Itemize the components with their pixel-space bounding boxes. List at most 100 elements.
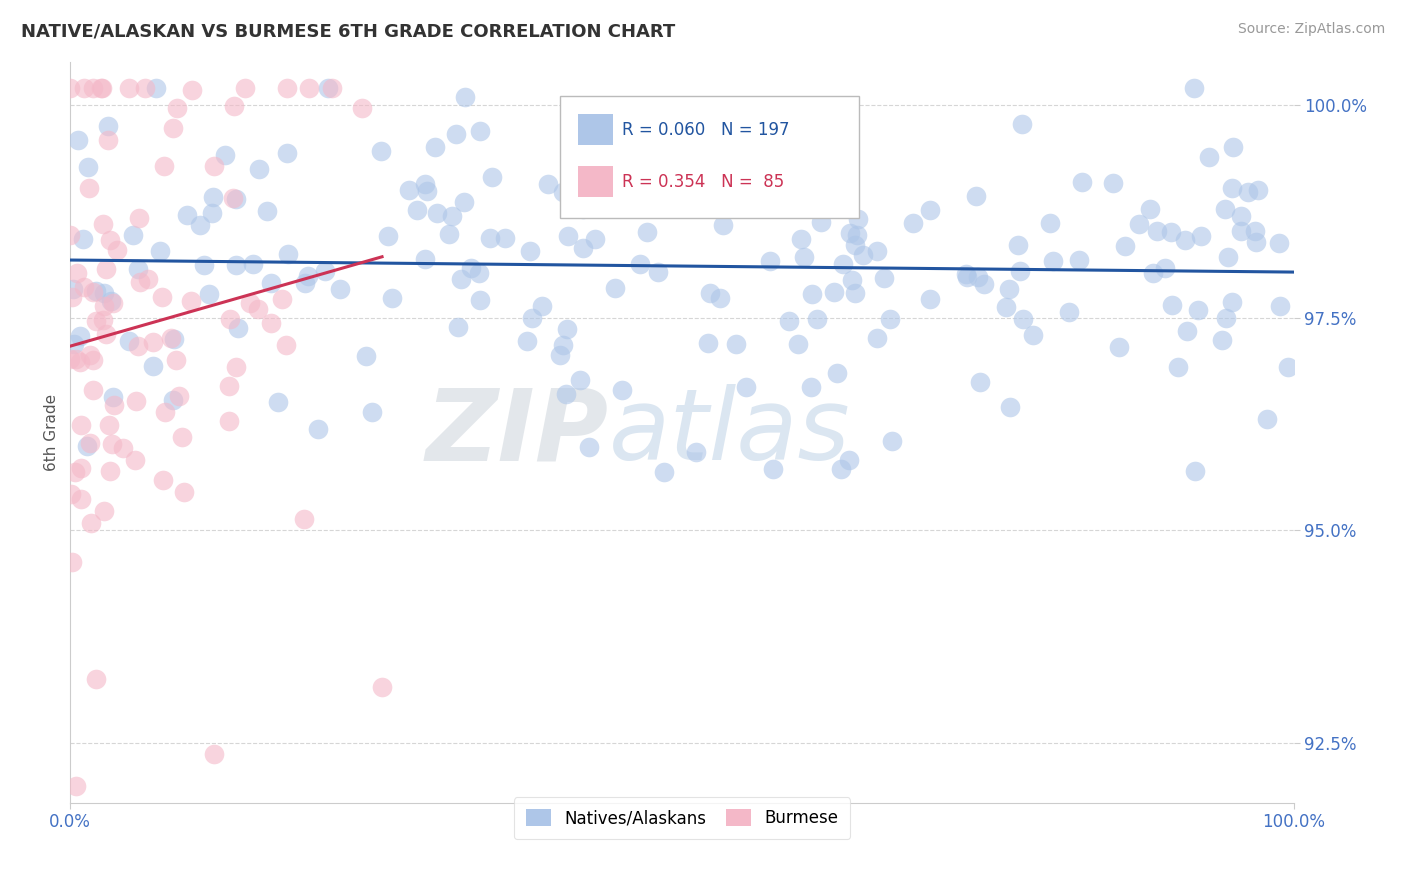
- Point: [778, 314, 800, 328]
- Point: [100, 293, 122, 308]
- Point: [80, 516, 103, 530]
- FancyBboxPatch shape: [578, 114, 613, 145]
- Point: [1108, 340, 1130, 354]
- Point: [454, 90, 477, 104]
- Point: [1230, 224, 1253, 238]
- Point: [70, 492, 93, 507]
- Point: [537, 177, 560, 191]
- Point: [242, 257, 264, 271]
- Point: [136, 271, 159, 285]
- Point: [127, 339, 149, 353]
- Point: [307, 422, 329, 436]
- Point: [247, 301, 270, 316]
- Point: [124, 452, 146, 467]
- Point: [202, 159, 225, 173]
- Text: atlas: atlas: [609, 384, 851, 481]
- Point: [800, 380, 823, 394]
- Point: [1142, 266, 1164, 280]
- Point: [1189, 228, 1212, 243]
- Point: [1008, 263, 1031, 277]
- Point: [628, 257, 651, 271]
- Point: [1230, 209, 1253, 223]
- Point: [62, 282, 84, 296]
- Point: [873, 270, 896, 285]
- Point: [520, 311, 543, 326]
- Point: [1218, 250, 1240, 264]
- Point: [696, 335, 718, 350]
- Point: [226, 321, 249, 335]
- Point: [93, 299, 115, 313]
- Point: [636, 225, 658, 239]
- Point: [167, 389, 190, 403]
- Point: [202, 747, 225, 761]
- Point: [239, 295, 262, 310]
- Point: [160, 331, 183, 345]
- Point: [823, 285, 845, 300]
- Point: [79, 435, 101, 450]
- Point: [413, 178, 436, 192]
- Point: [844, 285, 866, 300]
- Point: [709, 292, 731, 306]
- Point: [1174, 233, 1197, 247]
- Point: [180, 83, 202, 97]
- Point: [66, 133, 89, 147]
- Point: [602, 124, 624, 138]
- Point: [790, 232, 813, 246]
- Point: [423, 140, 446, 154]
- Point: [825, 366, 848, 380]
- Point: [91, 313, 114, 327]
- Point: [256, 204, 278, 219]
- Point: [1161, 298, 1184, 312]
- Point: [1256, 412, 1278, 426]
- Point: [973, 277, 995, 291]
- Point: [82, 285, 104, 299]
- Point: [568, 373, 591, 387]
- Point: [97, 133, 120, 147]
- Point: [98, 417, 121, 432]
- Point: [1277, 359, 1299, 374]
- Point: [879, 312, 901, 326]
- Point: [626, 159, 648, 173]
- Point: [956, 269, 979, 284]
- Point: [259, 316, 281, 330]
- Point: [605, 280, 627, 294]
- Point: [572, 241, 595, 255]
- Point: [69, 355, 91, 369]
- Point: [830, 462, 852, 476]
- Point: [447, 319, 470, 334]
- Point: [998, 282, 1021, 296]
- Point: [1187, 302, 1209, 317]
- Point: [193, 259, 215, 273]
- Point: [128, 211, 150, 225]
- Point: [149, 244, 172, 258]
- Point: [162, 393, 184, 408]
- Point: [134, 81, 156, 95]
- Point: [460, 260, 482, 275]
- Point: [225, 258, 247, 272]
- Point: [1182, 81, 1205, 95]
- Point: [260, 277, 283, 291]
- Point: [697, 196, 720, 211]
- Point: [270, 292, 292, 306]
- Point: [866, 331, 889, 345]
- Point: [247, 162, 270, 177]
- Point: [127, 261, 149, 276]
- Point: [165, 353, 187, 368]
- Point: [920, 203, 942, 218]
- Point: [77, 161, 100, 175]
- Point: [1268, 299, 1291, 313]
- Point: [955, 268, 977, 282]
- Point: [297, 269, 319, 284]
- Point: [1160, 225, 1182, 239]
- Point: [201, 190, 224, 204]
- Point: [652, 465, 675, 479]
- Point: [998, 400, 1021, 414]
- Point: [225, 192, 247, 206]
- Point: [1114, 239, 1136, 253]
- Point: [734, 380, 756, 394]
- Point: [494, 231, 516, 245]
- Point: [163, 332, 186, 346]
- Point: [180, 294, 202, 309]
- Point: [1042, 253, 1064, 268]
- FancyBboxPatch shape: [578, 166, 613, 197]
